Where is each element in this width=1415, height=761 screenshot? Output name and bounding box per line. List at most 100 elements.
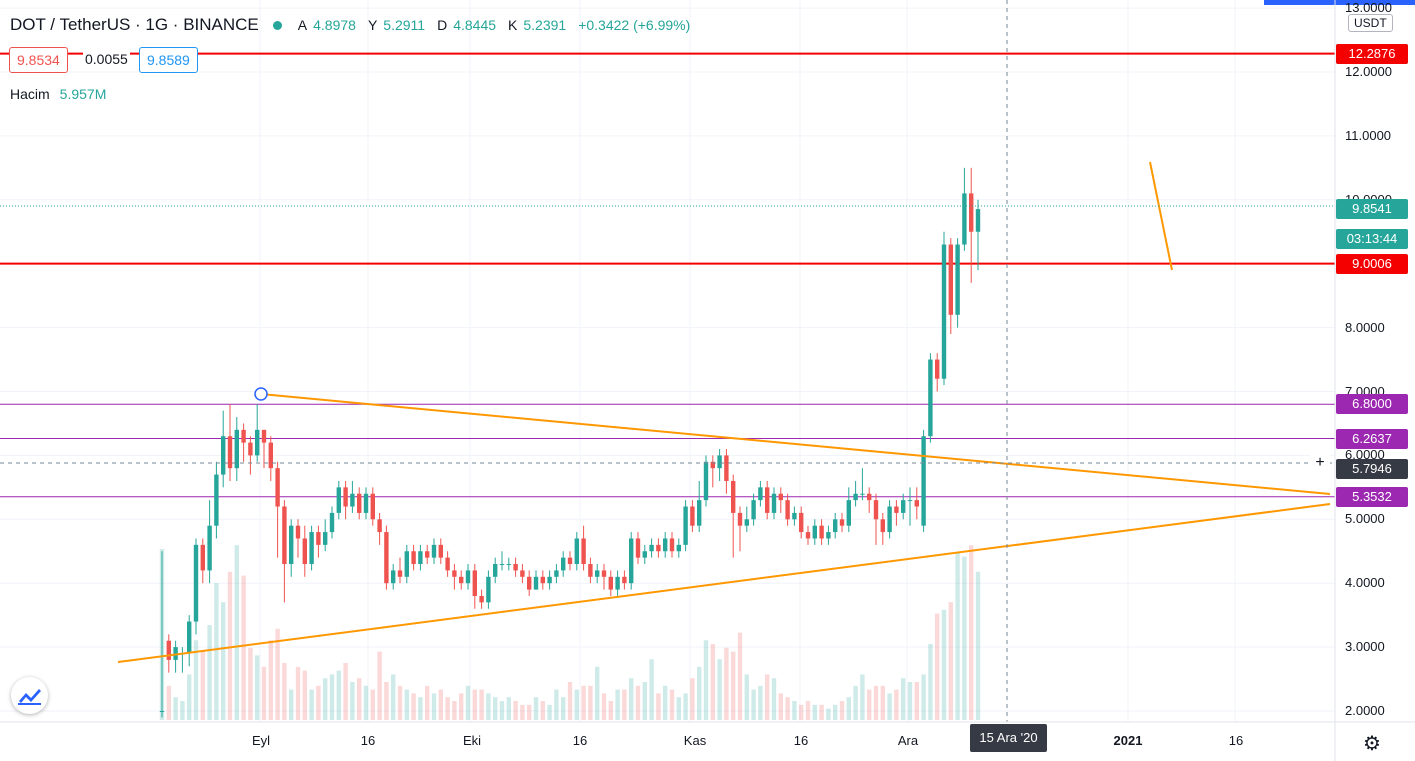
candle-body xyxy=(248,442,253,456)
candle-body xyxy=(826,532,831,539)
candle-body xyxy=(873,500,879,520)
candle-body xyxy=(935,359,940,379)
time-tick-label: Ara xyxy=(897,733,919,748)
volume-bar xyxy=(669,689,675,720)
currency-label[interactable]: USDT xyxy=(1348,14,1393,32)
candle-body xyxy=(921,436,926,526)
gear-icon[interactable]: ⚙ xyxy=(1363,733,1381,755)
candle-body xyxy=(962,193,967,245)
time-tick-label: 16 xyxy=(360,733,376,748)
candle-body xyxy=(452,570,457,577)
volume-bar xyxy=(438,689,443,720)
volume-bar xyxy=(962,556,967,720)
candle-body xyxy=(472,570,477,596)
volume-bar xyxy=(574,689,579,720)
candle-body xyxy=(493,564,498,577)
plus-icon[interactable]: + xyxy=(1310,453,1330,473)
price-badge: 5.3532 xyxy=(1336,486,1408,507)
volume-bar xyxy=(941,609,947,720)
volume-bar xyxy=(527,704,532,720)
candle-body xyxy=(833,519,838,533)
time-tick-label: Eyl xyxy=(251,733,271,748)
ohlc-change-value: +0.3422 (+6.99%) xyxy=(578,17,691,33)
candle-body xyxy=(459,576,464,584)
volume-bar xyxy=(193,640,199,720)
candle-body xyxy=(316,532,321,545)
top-toolbar-accent[interactable] xyxy=(1264,0,1415,5)
volume-bar xyxy=(710,644,715,720)
candle-body xyxy=(690,506,695,526)
volume-bar xyxy=(663,685,668,720)
candle-body xyxy=(309,532,314,565)
volume-bar xyxy=(867,689,872,720)
volume-bar xyxy=(921,674,926,720)
volume-bar xyxy=(887,693,892,720)
volume-bar xyxy=(751,689,756,720)
candle-body xyxy=(391,570,396,584)
candle-body xyxy=(765,487,770,513)
volume-value: 5.957M xyxy=(59,86,107,102)
candle-body xyxy=(404,551,409,577)
volume-bar xyxy=(493,697,498,720)
price-badge: 9.8541 xyxy=(1336,199,1408,220)
volume-bar xyxy=(635,685,641,720)
volume-bar xyxy=(928,644,933,720)
candle-body xyxy=(445,557,450,571)
volume-bar xyxy=(302,670,307,720)
candle-body xyxy=(649,544,654,552)
ohlc-low-value: 4.8445 xyxy=(453,17,497,33)
volume-bar xyxy=(227,571,233,720)
buy-price-button[interactable]: 9.8589 xyxy=(139,47,198,73)
candle-body xyxy=(214,474,219,526)
volume-bar xyxy=(880,685,885,720)
volume-bar xyxy=(792,701,797,720)
candle-body xyxy=(642,551,647,558)
volume-bar xyxy=(554,689,559,720)
volume-bar xyxy=(812,704,817,720)
candle-body xyxy=(969,193,974,232)
ascending-trendline xyxy=(117,503,1331,663)
volume-bar xyxy=(513,701,518,720)
candle-body xyxy=(608,576,613,590)
candle-body xyxy=(479,595,484,603)
volume-bar xyxy=(567,682,573,720)
candle-body xyxy=(207,525,212,571)
candle-body xyxy=(744,519,749,526)
volume-bar xyxy=(479,689,484,720)
volume-bar xyxy=(873,685,879,720)
volume-bar xyxy=(649,659,654,720)
volume-bar xyxy=(350,682,355,720)
candle-body xyxy=(302,538,307,565)
candle-body xyxy=(635,538,641,558)
volume-bar xyxy=(241,575,246,720)
candle-body xyxy=(370,493,375,520)
volume-bar xyxy=(703,640,709,720)
ohlc-close-value: 5.2391 xyxy=(523,17,567,33)
symbol-title[interactable]: DOT / TetherUS · 1G · BINANCE xyxy=(10,15,259,34)
volume-bar xyxy=(452,701,457,720)
candle-body xyxy=(799,512,804,533)
sell-price-button[interactable]: 9.8534 xyxy=(9,47,68,73)
volume-legend: Hacim 5.957M xyxy=(10,86,106,102)
candle-body xyxy=(697,500,702,526)
candle-body xyxy=(771,493,777,513)
volume-bar xyxy=(615,689,620,720)
volume-bar xyxy=(459,693,464,720)
tradingview-logo-icon[interactable] xyxy=(11,677,48,714)
candle-body xyxy=(867,493,872,501)
price-tick-label: 13.0000 xyxy=(1345,0,1392,16)
candle-body xyxy=(928,359,933,437)
candle-body xyxy=(819,525,824,539)
volume-bar xyxy=(486,693,491,720)
volume-bar xyxy=(520,704,525,720)
volume-bar xyxy=(547,704,552,720)
volume-bar xyxy=(499,701,505,720)
volume-label: Hacim xyxy=(10,86,50,102)
candle-body xyxy=(540,576,545,584)
volume-bar xyxy=(860,674,865,720)
crosshair-date-label: 15 Ara '20 xyxy=(970,724,1047,752)
volume-bar xyxy=(329,674,335,720)
candlesticks xyxy=(159,167,981,718)
volume-bar xyxy=(697,666,702,720)
